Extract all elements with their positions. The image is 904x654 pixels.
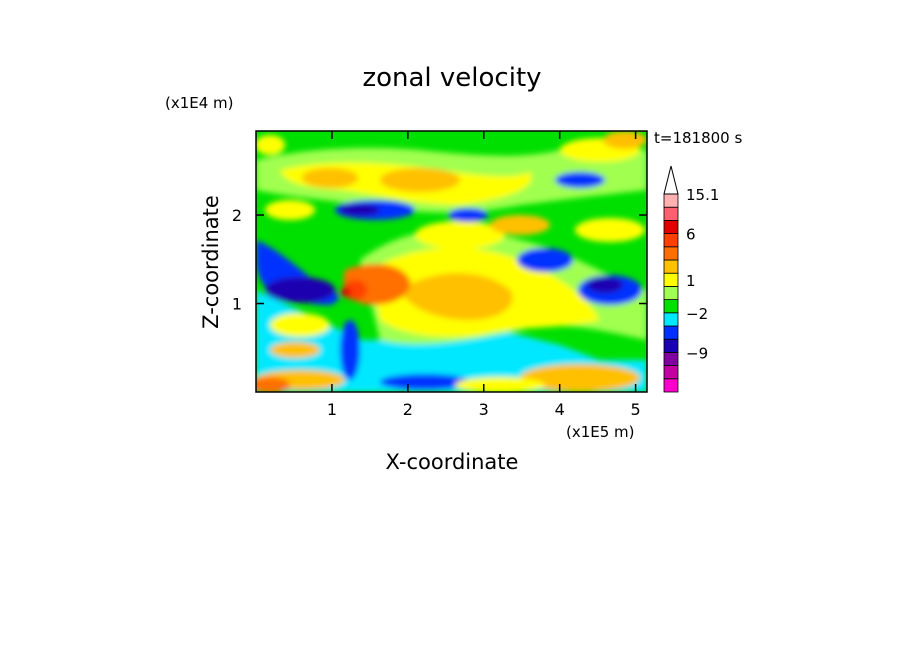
x-tick-label: 3 xyxy=(479,400,489,419)
colorbar-label: −2 xyxy=(686,305,708,323)
x-tick-label: 5 xyxy=(631,400,641,419)
contour-region xyxy=(270,313,330,337)
y-tick-label: 2 xyxy=(232,206,242,225)
contour-region xyxy=(341,287,351,297)
colorbar-label: −9 xyxy=(686,344,708,362)
contour-region xyxy=(555,172,605,188)
contour-region xyxy=(256,135,285,155)
contour-region xyxy=(265,277,335,303)
colorbar-band xyxy=(663,285,679,300)
contour-region xyxy=(265,200,315,220)
colorbar-band xyxy=(663,365,679,380)
contour-region xyxy=(575,218,645,242)
contour-region xyxy=(380,168,460,192)
colorbar-band xyxy=(663,299,679,314)
contour-region xyxy=(603,131,647,149)
contour-region xyxy=(455,377,545,392)
contour-region xyxy=(490,215,550,235)
contour-region xyxy=(256,377,290,392)
contour-region xyxy=(380,374,470,390)
colorbar-band xyxy=(663,246,679,261)
x-unit-label: (x1E5 m) xyxy=(566,423,635,441)
chart-title: zonal velocity xyxy=(362,63,541,93)
contour-region xyxy=(587,277,623,293)
x-tick-label: 2 xyxy=(403,400,413,419)
colorbar-band xyxy=(663,259,679,274)
colorbar-band xyxy=(663,325,679,340)
contour-region xyxy=(517,248,573,272)
colorbar-label: 1 xyxy=(686,272,696,290)
colorbar-band xyxy=(663,233,679,248)
time-label: t=181800 s xyxy=(654,129,742,147)
colorbar: 15.1 6 1 −2 −9 xyxy=(663,165,719,393)
colorbar-band xyxy=(663,193,679,208)
colorbar-band xyxy=(663,312,679,327)
colorbar-band xyxy=(663,378,679,393)
colorbar-label: 6 xyxy=(686,226,696,244)
x-axis: 1 2 3 4 5 xyxy=(327,131,641,419)
colorbar-extend-arrow xyxy=(663,165,679,195)
plot-frame xyxy=(255,130,648,393)
x-axis-title: X-coordinate xyxy=(386,450,519,474)
contour-region xyxy=(340,320,360,380)
heatmap-field xyxy=(256,131,647,392)
contour-region xyxy=(270,342,320,358)
y-tick-label: 1 xyxy=(232,295,242,314)
contour-region xyxy=(400,273,513,320)
x-tick-label: 4 xyxy=(555,400,565,419)
contour-region xyxy=(448,208,488,222)
contour-region xyxy=(520,364,640,392)
colorbar-label: 15.1 xyxy=(686,186,719,204)
contour-region xyxy=(302,168,358,188)
contour-region xyxy=(415,221,505,249)
colorbar-band xyxy=(663,206,679,221)
x-tick-label: 1 xyxy=(327,400,337,419)
y-axis-title: Z-coordinate xyxy=(199,195,223,329)
y-unit-label: (x1E4 m) xyxy=(165,94,234,112)
colorbar-band xyxy=(663,219,679,234)
colorbar-band xyxy=(663,351,679,366)
colorbar-band xyxy=(663,338,679,353)
contour-region xyxy=(340,204,380,216)
colorbar-band xyxy=(663,272,679,287)
y-axis: 12 xyxy=(232,206,647,314)
